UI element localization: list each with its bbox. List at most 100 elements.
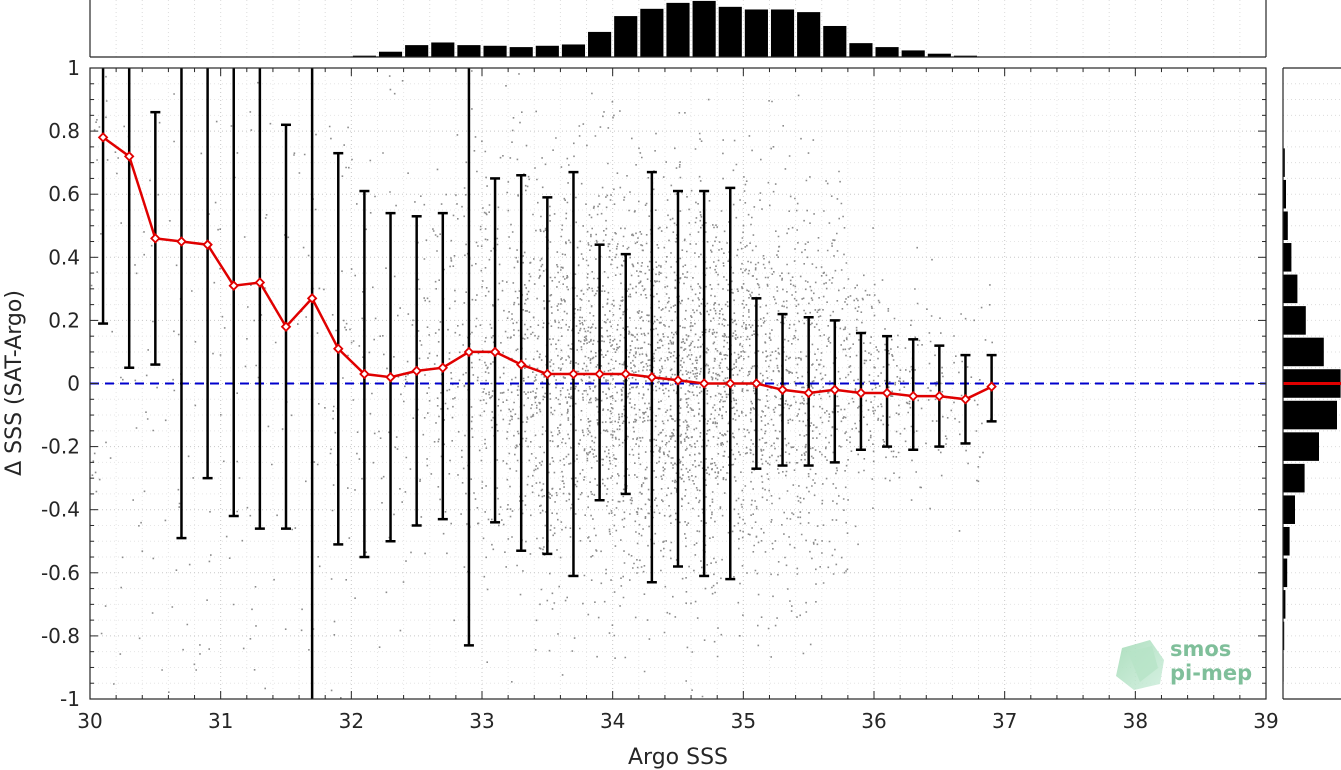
y-tick-label: 0.4 [48,245,80,269]
x-tick-label: 31 [208,709,233,733]
right-histogram-bar [1283,495,1295,524]
top-histogram-bar [823,25,847,57]
logo-line-2: pi-mep [1170,661,1252,685]
top-histogram-bar [588,31,612,57]
y-tick-label: 0.8 [48,119,80,143]
right-histogram-bar [1283,179,1286,209]
mean-marker [254,277,266,288]
y-tick-label: -0.4 [41,498,80,522]
y-tick-label: 0.6 [48,182,80,206]
smos-pi-mep-logo: smos pi-mep [1116,637,1252,690]
mean-marker [568,368,579,380]
mean-marker [960,394,971,405]
mean-marker [411,365,422,377]
mean-marker [751,378,762,389]
right-histogram-bar [1283,526,1290,556]
top-histogram-bar [666,2,690,57]
mean-marker [123,151,135,162]
logo-mark-inner-icon [1128,646,1158,682]
top-histogram-bar [378,51,403,57]
top-histogram-bar [352,55,376,57]
mean-marker [986,381,997,392]
mean-marker [881,387,893,399]
mean-marker [542,368,553,380]
top-histogram [89,0,1267,58]
top-histogram-bar [744,9,768,57]
mean-marker [724,378,736,389]
top-histogram-bar [875,47,899,57]
mean-marker [228,280,240,291]
x-tick-label: 34 [600,709,625,733]
top-histogram-bar [535,45,559,57]
y-tick-label: 0 [67,372,80,396]
logo-line-1: smos [1170,637,1231,661]
mean-marker [332,343,344,355]
mean-marker [855,387,867,399]
right-histogram-bars [1283,148,1341,682]
x-tick-label: 39 [1253,709,1278,733]
mean-marker [515,359,527,370]
mean-marker [202,239,213,250]
mean-marker [803,387,814,399]
top-histogram-bar [431,42,455,57]
binned-mean-markers [97,132,997,405]
main-axes: 30 31 32 33 34 35 36 37 38 39 -1 -0.8 -0.6 -0.4 -0.2 0… [41,56,1279,733]
y-tick-label: -1 [60,687,80,711]
mean-marker [306,293,318,304]
top-histogram-bar [692,0,716,57]
top-histogram-bar [640,8,664,57]
mean-marker [150,233,161,244]
top-histogram-bar [927,53,951,57]
top-histogram-bar [509,47,533,57]
y-axis-label: Δ SSS (SAT-Argo) [2,290,27,476]
y-tick-label: -0.6 [41,561,80,585]
x-ticks: 30 31 32 33 34 35 36 37 38 39 [77,68,1279,733]
right-histogram-bar [1283,400,1337,430]
right-histogram-bar [1283,148,1285,177]
top-histogram-bar [797,12,821,58]
mean-marker [907,390,919,402]
mean-marker [463,346,475,358]
mean-marker [620,368,632,380]
top-histogram-bar [718,6,742,57]
x-tick-label: 30 [77,709,102,733]
x-tick-label: 35 [731,709,756,733]
top-histogram-bar [457,45,481,57]
right-histogram-bar [1283,558,1288,588]
right-histogram-bar [1283,243,1292,272]
top-histogram-grid [89,0,1267,57]
mean-marker [280,321,292,332]
right-histogram-bar [1283,274,1298,304]
top-histogram-bar [953,55,978,57]
x-tick-label: 38 [1123,709,1148,733]
right-histogram-bar [1283,306,1306,335]
top-histogram-bar [901,50,925,57]
x-tick-label: 36 [861,709,886,733]
y-tick-label: 0.2 [48,308,80,332]
mean-marker [437,362,449,373]
y-tick-label: -0.8 [41,624,80,648]
x-tick-label: 32 [339,709,364,733]
mean-marker [698,378,710,389]
mean-marker [672,375,684,386]
y-tick-label: 1 [67,56,80,80]
top-histogram-bar [405,45,429,57]
top-histogram-bar [770,9,795,57]
y-ticks: -1 -0.8 -0.6 -0.4 -0.2 0 0.2 0.4 0.6 0.8 1 [41,56,1266,711]
mean-marker [97,132,109,143]
mean-marker [594,368,605,380]
mean-marker [385,371,396,383]
top-histogram-bar [561,44,586,57]
mean-marker [489,346,501,358]
right-histogram-bar [1283,590,1286,619]
top-histogram-bar [614,16,638,57]
right-histogram-bar [1283,463,1305,493]
mean-marker [777,384,788,396]
mean-marker [176,236,187,247]
y-tick-label: -0.2 [41,435,80,459]
x-tick-label: 37 [992,709,1017,733]
mean-marker [934,390,945,402]
right-histogram-bar [1283,337,1324,367]
top-histogram-bar [483,45,507,57]
